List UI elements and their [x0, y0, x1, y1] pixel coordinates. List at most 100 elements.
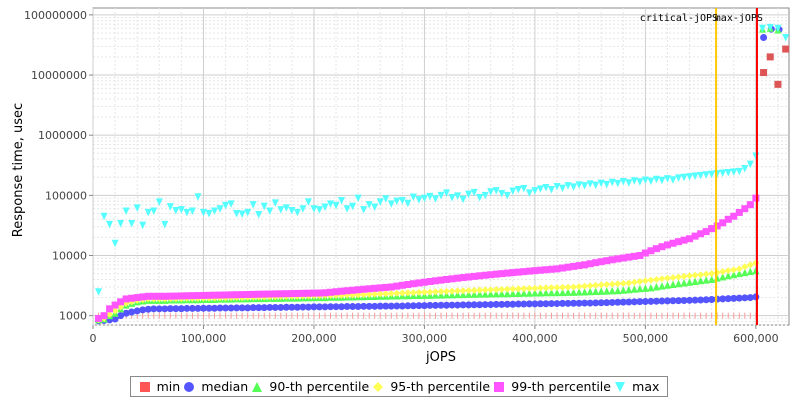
legend-item-min: min [139, 379, 180, 394]
data-point-median [315, 303, 323, 311]
data-point-max [454, 192, 462, 200]
data-point-95-th-percentile [365, 290, 373, 298]
data-point-99-th-percentile [420, 278, 428, 286]
data-point-max [697, 171, 705, 180]
data-point-median [343, 303, 351, 311]
data-point-90-th-percentile [536, 289, 544, 297]
data-point-median [536, 300, 544, 308]
data-point-90-th-percentile [663, 281, 671, 289]
data-point-99-th-percentile [150, 292, 158, 300]
data-point-99-th-percentile [746, 201, 754, 209]
data-point-median [636, 298, 644, 306]
data-point-95-th-percentile [437, 288, 445, 296]
data-point-max [382, 195, 390, 203]
data-point-95-th-percentile [575, 283, 583, 291]
data-point-95-th-percentile [680, 272, 688, 280]
data-point-99-th-percentile [409, 280, 417, 288]
data-point-99-th-percentile [122, 295, 130, 303]
data-point-99-th-percentile [536, 266, 544, 274]
data-point-99-th-percentile [697, 230, 705, 238]
data-point-95-th-percentile [669, 274, 677, 282]
data-point-99-th-percentile [735, 208, 743, 216]
data-point-99-th-percentile [216, 291, 224, 299]
data-point-min [760, 69, 768, 77]
data-point-95-th-percentile [531, 284, 539, 292]
data-point-median [735, 294, 743, 302]
data-point-90-th-percentile [597, 287, 605, 295]
data-point-95-th-percentile [724, 267, 732, 275]
data-point-99-th-percentile [194, 292, 202, 300]
data-point-median [586, 299, 594, 307]
data-point-95-th-percentile [708, 270, 716, 278]
data-point-95-th-percentile [647, 276, 655, 284]
data-point-99-th-percentile [111, 301, 119, 309]
data-point-median [360, 302, 368, 310]
data-point-median [697, 296, 705, 304]
data-point-99-th-percentile [724, 215, 732, 223]
data-point-95-th-percentile [614, 280, 622, 288]
legend-symbol-95-th-percentile [372, 381, 384, 393]
data-point-min [782, 45, 790, 53]
data-point-median [454, 301, 462, 309]
data-point-max [498, 189, 506, 198]
data-point-max [332, 201, 340, 210]
data-point-99-th-percentile [365, 285, 373, 293]
y-tick-label: 1000 [59, 310, 87, 323]
data-point-median [238, 304, 246, 312]
data-point-99-th-percentile [713, 222, 721, 230]
data-point-max [95, 288, 103, 296]
data-point-median [663, 297, 671, 305]
data-point-99-th-percentile [575, 262, 583, 270]
data-point-median [559, 299, 567, 307]
data-point-max [663, 175, 671, 183]
data-point-median [658, 297, 666, 305]
data-point-99-th-percentile [266, 290, 274, 298]
data-point-max [188, 207, 196, 215]
data-point-median [686, 296, 694, 304]
data-point-max [150, 207, 158, 215]
data-point-max [509, 187, 517, 196]
data-point-median [398, 302, 406, 310]
data-point-99-th-percentile [503, 269, 511, 277]
data-point-95-th-percentile [641, 277, 649, 285]
data-point-99-th-percentile [233, 291, 241, 299]
data-point-99-th-percentile [448, 275, 456, 283]
data-point-max [492, 187, 500, 195]
data-point-max [586, 180, 594, 188]
data-point-median [619, 298, 627, 306]
data-point-max [619, 177, 627, 186]
data-point-90-th-percentile [730, 270, 738, 279]
data-point-95-th-percentile [691, 271, 699, 279]
data-point-99-th-percentile [415, 279, 423, 287]
data-point-max [608, 178, 616, 187]
data-point-99-th-percentile [481, 271, 489, 279]
data-point-99-th-percentile [282, 290, 290, 298]
data-point-95-th-percentile [553, 284, 561, 292]
data-point-99-th-percentile [581, 261, 589, 269]
data-point-max [227, 200, 235, 208]
data-point-max [100, 212, 108, 221]
data-point-90-th-percentile [570, 288, 578, 296]
data-point-95-th-percentile [420, 288, 428, 296]
data-point-90-th-percentile [509, 289, 517, 297]
data-point-max [597, 179, 605, 188]
data-point-max [636, 178, 644, 186]
data-point-max [592, 181, 600, 190]
data-point-max [354, 194, 362, 203]
data-point-median [542, 300, 550, 308]
data-point-99-th-percentile [371, 284, 379, 292]
data-point-max [293, 208, 301, 217]
data-point-max [459, 195, 467, 204]
data-point-median [371, 302, 379, 310]
data-point-median [426, 301, 434, 309]
data-point-99-th-percentile [509, 269, 517, 277]
data-point-99-th-percentile [652, 245, 660, 253]
data-point-median [746, 294, 754, 302]
data-point-95-th-percentile [702, 270, 710, 278]
data-point-median [365, 302, 373, 310]
max-jops-label: max-jOPS [715, 13, 763, 24]
data-point-max [531, 187, 539, 195]
data-point-95-th-percentile [559, 283, 567, 291]
data-point-max [724, 168, 732, 177]
data-point-max [155, 198, 163, 206]
